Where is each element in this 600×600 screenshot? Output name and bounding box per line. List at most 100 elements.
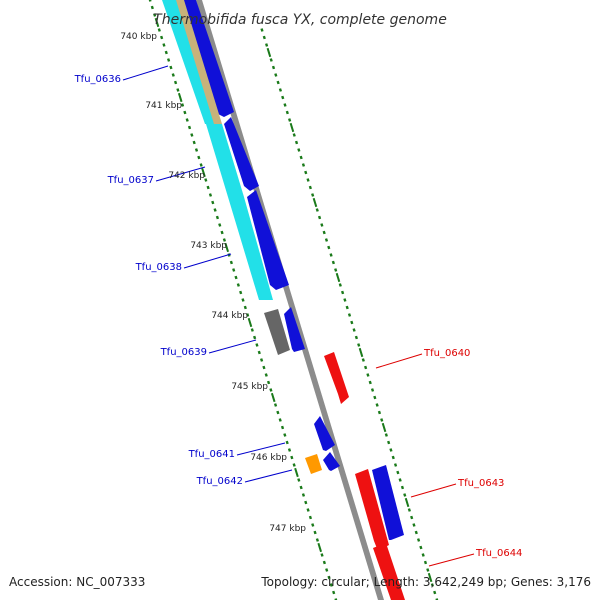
gene-labels: Tfu_0636 Tfu_0637 Tfu_0638 Tfu_0639 Tfu_0640… — [74, 74, 523, 559]
tick-outer-43 — [358, 347, 364, 358]
leader-line-tfu-0643 — [410, 483, 457, 498]
tick-outer-8 — [278, 88, 283, 92]
cds-arrow-tfu-0637[interactable] — [224, 117, 259, 191]
tick-outer-72 — [426, 568, 430, 572]
tick-inner-66 — [301, 493, 306, 497]
tick-outer-47 — [368, 380, 372, 385]
leader-line-tfu-0637 — [155, 166, 206, 182]
tick-inner-8 — [167, 58, 171, 62]
tick-inner-44 — [250, 328, 254, 332]
gene-label-tfu-0644[interactable]: Tfu_0644 — [475, 548, 522, 559]
tick-inner-24 — [204, 178, 208, 182]
tick-outer-16 — [297, 148, 301, 152]
tick-inner-78 — [329, 583, 333, 587]
tick-inner-16 — [185, 118, 189, 122]
cds-arrow-tfu-0638[interactable] — [247, 190, 289, 290]
tick-inner-47 — [257, 350, 261, 355]
tick-inner-48 — [260, 358, 264, 362]
tick-outer-5 — [271, 65, 276, 70]
cds-arrow-tfu-0639[interactable] — [284, 307, 305, 352]
tick-outer-18 — [301, 163, 306, 167]
tick-outer-14 — [292, 133, 296, 137]
tick-outer-29 — [327, 245, 331, 250]
tick-outer-38 — [347, 313, 352, 317]
tick-outer-75 — [433, 590, 437, 595]
tick-outer-60 — [398, 478, 402, 482]
gene-label-tfu-0636[interactable]: Tfu_0636 — [74, 74, 121, 85]
tick-outer-53 — [381, 422, 387, 433]
tick-inner-69 — [308, 515, 313, 520]
tick-inner-41 — [243, 305, 247, 310]
tick-outer-22 — [311, 193, 315, 197]
tick-inner-36 — [232, 268, 236, 272]
gene-label-tfu-0638[interactable]: Tfu_0638 — [135, 262, 182, 273]
tick-outer-21 — [308, 185, 312, 190]
tick-inner-15 — [183, 110, 187, 115]
tick-inner-71 — [313, 530, 317, 535]
tan-track-tfu-0636 — [176, 0, 222, 124]
tick-inner-80 — [334, 598, 338, 600]
tick-inner-12 — [176, 88, 180, 92]
tick-outer-1 — [262, 35, 266, 40]
cds-arrow-tfu-0643[interactable] — [355, 469, 389, 551]
gene-label-tfu-0640[interactable]: Tfu_0640 — [423, 348, 470, 359]
tick-inner-35 — [229, 260, 233, 265]
tick-outer-73 — [427, 572, 433, 583]
tick-inner-77 — [327, 575, 331, 580]
tick-inner-46 — [255, 343, 259, 347]
tick-inner-38 — [236, 283, 240, 287]
label-leader-lines — [122, 65, 475, 567]
tick-outer-61 — [400, 485, 405, 490]
leader-line-tfu-0644 — [428, 553, 475, 567]
gene-label-tfu-0637[interactable]: Tfu_0637 — [107, 175, 154, 186]
gene-label-tfu-0639[interactable]: Tfu_0639 — [160, 347, 207, 358]
tick-outer-4 — [269, 58, 273, 62]
cds-arrow-tfu-0642[interactable] — [323, 452, 340, 471]
cds-arrow-tfu-0644[interactable] — [373, 543, 405, 600]
tick-outer-57 — [391, 455, 395, 460]
tick-outer-46 — [366, 373, 370, 377]
tick-inner-55 — [276, 410, 280, 415]
tick-outer-30 — [329, 253, 333, 257]
feature-tracks — [162, 0, 405, 600]
cyan-track-tfu-0637 — [206, 124, 244, 197]
gene-label-tfu-0643[interactable]: Tfu_0643 — [457, 478, 504, 489]
gray-track-tfu-0639 — [264, 309, 290, 355]
tick-inner-68 — [306, 508, 310, 512]
tick-outer-56 — [389, 448, 393, 452]
cds-arrow-tfu-0640[interactable] — [324, 352, 349, 404]
tick-outer-26 — [320, 223, 324, 227]
tick-outer-67 — [414, 530, 418, 535]
cds-arrow-tfu-0636[interactable] — [182, 0, 234, 117]
tick-inner-72 — [315, 538, 319, 542]
tick-inner-74 — [320, 553, 324, 557]
cds-arrow-tfu-0641[interactable] — [314, 416, 335, 451]
tick-inner-21 — [197, 155, 201, 160]
tick-outer-68 — [416, 538, 421, 542]
tick-inner-79 — [332, 590, 336, 595]
cyan-track-tfu-0636 — [162, 0, 218, 124]
tick-marks — [148, 0, 439, 600]
tick-inner-63 — [294, 467, 299, 478]
tick-outer-35 — [341, 290, 345, 295]
tick-outer-10 — [283, 103, 287, 107]
tick-inner-33 — [224, 242, 230, 253]
tick-outer-64 — [407, 508, 411, 512]
tick-inner-27 — [211, 200, 215, 205]
tick-inner-18 — [190, 133, 194, 137]
gene-label-tfu-0642[interactable]: Tfu_0642 — [196, 476, 243, 487]
tick-inner-26 — [208, 193, 213, 197]
tick-outer-48 — [370, 388, 375, 392]
tick-inner-57 — [280, 425, 285, 430]
leader-line-tfu-0636 — [122, 65, 169, 81]
cds-arrow-tfu-0643[interactable] — [372, 465, 404, 540]
tick-inner-59 — [285, 440, 289, 445]
tick-inner-65 — [299, 485, 303, 490]
map-title: Thermobifida fusca YX, complete genome — [153, 12, 447, 28]
tick-inner-10 — [171, 73, 175, 77]
tick-outer-7 — [276, 80, 280, 85]
gene-label-tfu-0641[interactable]: Tfu_0641 — [188, 449, 235, 460]
tick-outer-13 — [289, 122, 295, 133]
tick-outer-27 — [322, 230, 326, 235]
